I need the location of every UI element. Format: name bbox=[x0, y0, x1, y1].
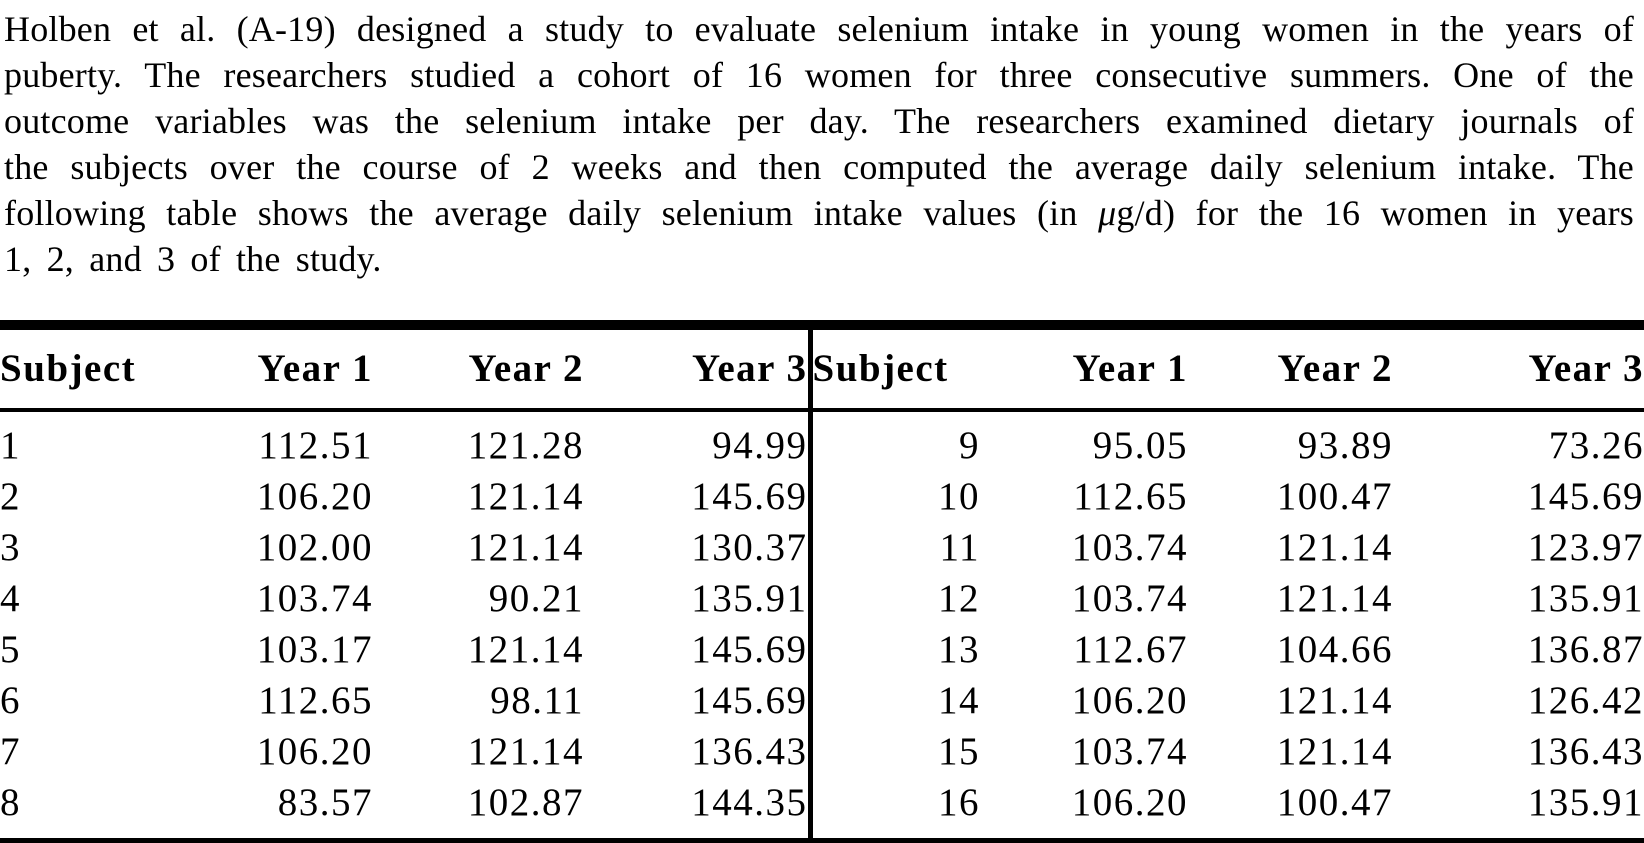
table-row: 6 112.65 98.11 145.69 14 106.20 121.14 1… bbox=[0, 675, 1644, 726]
mu-symbol: μ bbox=[1098, 193, 1117, 233]
header-cell-year2-right: Year 2 bbox=[1188, 325, 1393, 412]
table-cell-subject: 10 bbox=[807, 471, 980, 522]
table-cell-subject: 15 bbox=[807, 726, 980, 777]
table-cell-value: 121.14 bbox=[467, 729, 584, 773]
header-cell-year1-right: Year 1 bbox=[980, 325, 1188, 412]
table-cell-value: 103.74 bbox=[1071, 729, 1188, 773]
header-cell-year3-right: Year 3 bbox=[1393, 325, 1644, 412]
line-text: following table shows the average daily … bbox=[4, 193, 1099, 233]
table-cell-value: 94.99 bbox=[712, 423, 808, 467]
table-cell-subject: 1 bbox=[0, 423, 21, 467]
table-header-row: Subject Year 1 Year 2 Year 3 Subject Yea… bbox=[0, 325, 1644, 412]
table-cell-value: 95.05 bbox=[1092, 423, 1188, 467]
table-row: 1 112.51 121.28 94.99 9 95.05 93.89 73.2… bbox=[0, 410, 1644, 471]
paragraph-line: puberty. The researchers studied a cohor… bbox=[4, 55, 1634, 95]
table-cell-value: 73.26 bbox=[1548, 423, 1644, 467]
table-cell-value: 136.43 bbox=[1527, 729, 1644, 773]
table-cell-subject: 16 bbox=[807, 777, 980, 841]
table-cell-value: 121.14 bbox=[467, 627, 584, 671]
table-cell-subject: 5 bbox=[0, 627, 21, 671]
header-cell-year2-left: Year 2 bbox=[373, 325, 584, 412]
table-row: 2 106.20 121.14 145.69 10 112.65 100.47 … bbox=[0, 471, 1644, 522]
table-cell-value: 130.37 bbox=[691, 525, 808, 569]
table-cell-value: 103.74 bbox=[1071, 525, 1188, 569]
table-cell-value: 136.43 bbox=[691, 729, 808, 773]
header-cell-subject-right: Subject bbox=[807, 325, 980, 412]
paragraph-line: following table shows the average daily … bbox=[4, 190, 1634, 236]
paragraph-line: outcome variables was the selenium intak… bbox=[4, 101, 1634, 141]
selenium-intake-table: Subject Year 1 Year 2 Year 3 Subject Yea… bbox=[0, 320, 1644, 843]
table-row: 8 83.57 102.87 144.35 16 106.20 100.47 1… bbox=[0, 777, 1644, 841]
table-cell-value: 121.14 bbox=[467, 474, 584, 518]
header-cell-year3-left: Year 3 bbox=[584, 325, 810, 412]
table-cell-value: 90.21 bbox=[488, 576, 584, 620]
table-cell-value: 112.65 bbox=[258, 678, 373, 722]
table-cell-value: 98.11 bbox=[490, 678, 584, 722]
table-cell-value: 145.69 bbox=[1527, 474, 1644, 518]
table-cell-value: 106.20 bbox=[1071, 678, 1188, 722]
table-row: 7 106.20 121.14 136.43 15 103.74 121.14 … bbox=[0, 726, 1644, 777]
table-cell-value: 121.14 bbox=[1276, 678, 1393, 722]
table-row: 5 103.17 121.14 145.69 13 112.67 104.66 … bbox=[0, 624, 1644, 675]
table-row: 3 102.00 121.14 130.37 11 103.74 121.14 … bbox=[0, 522, 1644, 573]
table-cell-value: 121.28 bbox=[467, 423, 584, 467]
table-cell-value: 126.42 bbox=[1527, 678, 1644, 722]
paragraph-line: Holben et al. (A-19) designed a study to… bbox=[4, 9, 1634, 49]
table-cell-value: 145.69 bbox=[691, 678, 808, 722]
table-cell-value: 103.17 bbox=[256, 627, 373, 671]
table-cell-value: 93.89 bbox=[1297, 423, 1393, 467]
table-cell-value: 102.87 bbox=[467, 780, 584, 824]
table-cell-value: 106.20 bbox=[256, 729, 373, 773]
table-cell-subject: 9 bbox=[807, 410, 980, 471]
table-cell-value: 121.14 bbox=[467, 525, 584, 569]
table-cell-value: 121.14 bbox=[1276, 729, 1393, 773]
table-cell-value: 135.91 bbox=[1527, 576, 1644, 620]
header-cell-subject-left: Subject bbox=[0, 325, 180, 412]
table-cell-value: 106.20 bbox=[1071, 780, 1188, 824]
table-cell-value: 103.74 bbox=[256, 576, 373, 620]
table-cell-value: 144.35 bbox=[691, 780, 808, 824]
table-cell-value: 112.65 bbox=[1073, 474, 1188, 518]
header-cell-year1-left: Year 1 bbox=[180, 325, 373, 412]
table-cell-value: 135.91 bbox=[1527, 780, 1644, 824]
table-cell-subject: 7 bbox=[0, 729, 21, 773]
table-cell-subject: 3 bbox=[0, 525, 21, 569]
table-cell-subject: 11 bbox=[807, 522, 980, 573]
table-cell-value: 104.66 bbox=[1276, 627, 1393, 671]
table-cell-value: 100.47 bbox=[1276, 474, 1393, 518]
table-cell-subject: 8 bbox=[0, 780, 21, 824]
line-text: g/d) for the 16 women in years bbox=[1116, 193, 1634, 233]
table-cell-value: 103.74 bbox=[1071, 576, 1188, 620]
table-cell-value: 106.20 bbox=[256, 474, 373, 518]
table-cell-subject: 12 bbox=[807, 573, 980, 624]
table-cell-subject: 14 bbox=[807, 675, 980, 726]
paragraph-line: the subjects over the course of 2 weeks … bbox=[4, 147, 1634, 187]
table-cell-value: 123.97 bbox=[1527, 525, 1644, 569]
table-cell-subject: 13 bbox=[807, 624, 980, 675]
table-cell-value: 121.14 bbox=[1276, 525, 1393, 569]
table-cell-value: 112.67 bbox=[1073, 627, 1188, 671]
table-cell-value: 145.69 bbox=[691, 627, 808, 671]
table-cell-value: 121.14 bbox=[1276, 576, 1393, 620]
table-cell-value: 112.51 bbox=[258, 423, 373, 467]
table-cell-value: 100.47 bbox=[1276, 780, 1393, 824]
table-cell-subject: 4 bbox=[0, 576, 21, 620]
table-cell-subject: 6 bbox=[0, 678, 21, 722]
paragraph-line: 1, 2, and 3 of the study. bbox=[4, 239, 382, 279]
intro-paragraph: Holben et al. (A-19) designed a study to… bbox=[0, 0, 1644, 320]
table-cell-value: 135.91 bbox=[691, 576, 808, 620]
table-cell-value: 136.87 bbox=[1527, 627, 1644, 671]
table-cell-value: 102.00 bbox=[256, 525, 373, 569]
table-cell-value: 145.69 bbox=[691, 474, 808, 518]
table-cell-value: 83.57 bbox=[277, 780, 373, 824]
table-row: 4 103.74 90.21 135.91 12 103.74 121.14 1… bbox=[0, 573, 1644, 624]
table-cell-subject: 2 bbox=[0, 474, 21, 518]
